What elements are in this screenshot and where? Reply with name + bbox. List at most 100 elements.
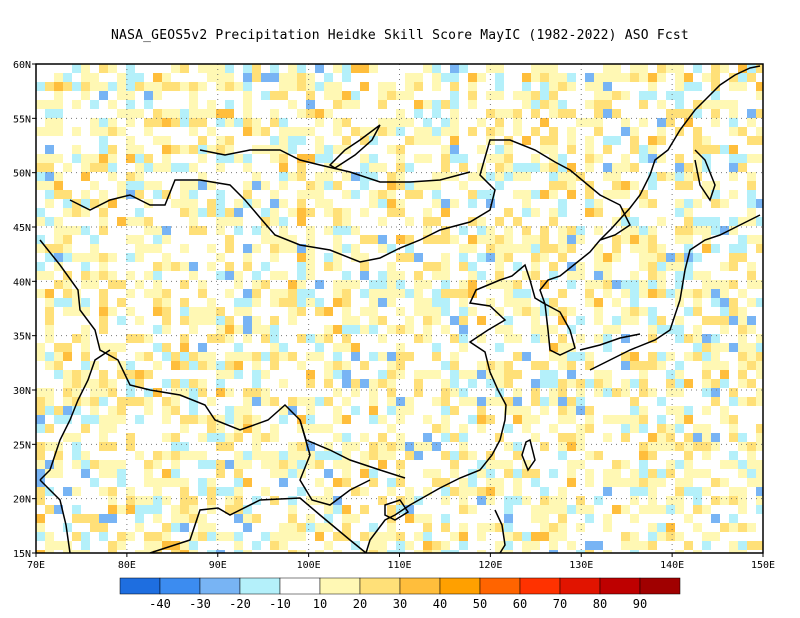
- score-cell: [54, 190, 63, 199]
- score-cell: [225, 325, 234, 334]
- score-cell: [378, 541, 387, 550]
- score-cell: [684, 334, 693, 343]
- score-cell: [738, 505, 747, 514]
- score-cell: [279, 91, 288, 100]
- score-cell: [549, 343, 558, 352]
- colorbar-label: 20: [353, 597, 367, 611]
- score-cell: [684, 181, 693, 190]
- score-cell: [684, 271, 693, 280]
- colorbar-label: -10: [269, 597, 291, 611]
- score-cell: [108, 118, 117, 127]
- score-cell: [414, 514, 423, 523]
- score-cell: [180, 298, 189, 307]
- score-cell: [216, 307, 225, 316]
- score-cell: [756, 343, 763, 352]
- score-cell: [243, 325, 252, 334]
- score-cell: [72, 406, 81, 415]
- score-cell: [180, 514, 189, 523]
- score-cell: [189, 109, 198, 118]
- score-cell: [288, 532, 297, 541]
- score-cell: [666, 262, 675, 271]
- score-cell: [126, 361, 135, 370]
- score-cell: [279, 469, 288, 478]
- score-cell: [576, 262, 585, 271]
- score-cell: [126, 532, 135, 541]
- score-cell: [396, 271, 405, 280]
- score-cell: [477, 361, 486, 370]
- score-cell: [189, 325, 198, 334]
- score-cell: [675, 172, 684, 181]
- score-cell: [747, 208, 756, 217]
- score-cell: [333, 82, 342, 91]
- score-cell: [189, 271, 198, 280]
- score-cell: [522, 199, 531, 208]
- score-cell: [216, 136, 225, 145]
- score-cell: [126, 64, 135, 73]
- score-cell: [207, 424, 216, 433]
- score-cell: [99, 145, 108, 154]
- score-cell: [441, 523, 450, 532]
- score-cell: [162, 316, 171, 325]
- score-cell: [81, 73, 90, 82]
- score-cell: [567, 190, 576, 199]
- score-cell: [576, 424, 585, 433]
- score-cell: [252, 379, 261, 388]
- score-cell: [747, 64, 756, 73]
- score-cell: [531, 514, 540, 523]
- score-cell: [225, 505, 234, 514]
- score-cell: [522, 271, 531, 280]
- score-cell: [54, 352, 63, 361]
- score-cell: [423, 208, 432, 217]
- score-cell: [702, 424, 711, 433]
- score-cell: [747, 379, 756, 388]
- score-cell: [252, 64, 261, 73]
- score-cell: [657, 217, 666, 226]
- score-cell: [585, 298, 594, 307]
- score-cell: [324, 307, 333, 316]
- score-cell: [612, 298, 621, 307]
- score-cell: [657, 478, 666, 487]
- score-cell: [594, 253, 603, 262]
- score-cell: [198, 415, 207, 424]
- score-cell: [423, 514, 432, 523]
- score-cell: [549, 82, 558, 91]
- score-cell: [54, 451, 63, 460]
- score-cell: [45, 541, 54, 550]
- score-cell: [702, 343, 711, 352]
- score-cell: [126, 496, 135, 505]
- score-cell: [126, 307, 135, 316]
- score-cell: [513, 91, 522, 100]
- score-cell: [270, 64, 279, 73]
- score-cell: [36, 172, 45, 181]
- score-cell: [36, 208, 45, 217]
- score-cell: [522, 244, 531, 253]
- score-cell: [396, 91, 405, 100]
- score-cell: [387, 370, 396, 379]
- score-cell: [648, 442, 657, 451]
- score-cell: [36, 181, 45, 190]
- score-cell: [81, 280, 90, 289]
- score-cell: [756, 361, 763, 370]
- score-cell: [504, 235, 513, 244]
- score-cell: [126, 370, 135, 379]
- score-cell: [243, 100, 252, 109]
- score-cell: [315, 334, 324, 343]
- score-cell: [567, 172, 576, 181]
- score-cell: [504, 280, 513, 289]
- score-cell: [441, 73, 450, 82]
- score-cell: [612, 163, 621, 172]
- score-cell: [333, 208, 342, 217]
- score-cell: [252, 280, 261, 289]
- score-cell: [216, 442, 225, 451]
- score-cell: [135, 235, 144, 244]
- score-cell: [297, 136, 306, 145]
- score-cell: [414, 289, 423, 298]
- score-cell: [729, 415, 738, 424]
- score-cell: [666, 91, 675, 100]
- score-cell: [90, 460, 99, 469]
- score-cell: [594, 298, 603, 307]
- score-cell: [468, 235, 477, 244]
- score-cell: [585, 361, 594, 370]
- score-cell: [126, 118, 135, 127]
- score-cell: [666, 433, 675, 442]
